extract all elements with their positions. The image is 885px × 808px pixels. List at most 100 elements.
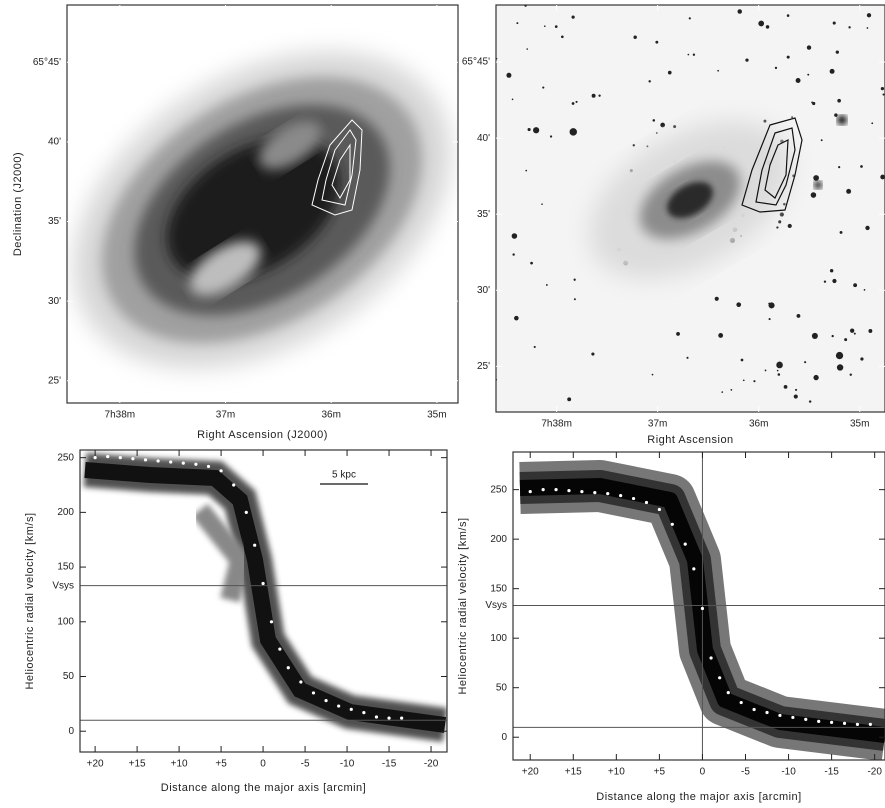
rotation-point bbox=[286, 666, 290, 670]
star bbox=[863, 288, 866, 291]
star bbox=[714, 296, 719, 301]
star bbox=[811, 332, 818, 339]
rotation-point bbox=[670, 522, 674, 526]
star bbox=[838, 166, 841, 169]
x-tick-label: 36m bbox=[321, 410, 340, 421]
star bbox=[810, 192, 817, 198]
star bbox=[832, 278, 837, 284]
star bbox=[549, 135, 553, 138]
x-tick-label: -20 bbox=[424, 759, 439, 770]
x-tick-label: -5 bbox=[301, 759, 310, 770]
star bbox=[793, 394, 798, 399]
star bbox=[575, 100, 578, 103]
star bbox=[834, 113, 838, 117]
rotation-point bbox=[324, 698, 328, 703]
reference-label: Vsys bbox=[485, 600, 507, 611]
rotation-point bbox=[387, 716, 391, 720]
star bbox=[656, 132, 658, 134]
star bbox=[688, 17, 691, 20]
rotation-point bbox=[765, 710, 769, 715]
rotation-point bbox=[580, 490, 584, 494]
star bbox=[807, 73, 810, 76]
star bbox=[844, 338, 848, 342]
rotation-point bbox=[362, 711, 366, 715]
star bbox=[787, 223, 792, 229]
star bbox=[813, 175, 819, 181]
x-tick-label: +10 bbox=[608, 767, 625, 778]
rotation-point bbox=[606, 491, 610, 496]
rotation-point bbox=[726, 691, 730, 695]
star bbox=[632, 144, 635, 147]
rotation-point bbox=[261, 581, 265, 586]
star bbox=[554, 25, 558, 28]
x-tick-label: -20 bbox=[867, 767, 882, 778]
y-tick-label: 50 bbox=[63, 671, 75, 682]
star bbox=[860, 165, 863, 168]
rotation-point bbox=[554, 488, 558, 492]
star bbox=[514, 315, 519, 321]
rotation-point bbox=[143, 458, 148, 462]
x-tick-label: 35m bbox=[427, 410, 446, 421]
star bbox=[687, 53, 690, 56]
scale-bar-label: 5 kpc bbox=[332, 470, 356, 481]
star bbox=[776, 369, 779, 372]
star bbox=[686, 356, 689, 359]
rotation-point bbox=[269, 620, 274, 624]
rotation-point bbox=[830, 720, 834, 724]
star bbox=[786, 55, 790, 59]
star bbox=[796, 314, 801, 318]
star bbox=[591, 93, 596, 98]
rotation-point bbox=[253, 543, 257, 547]
y-tick-label: 200 bbox=[57, 507, 74, 518]
star bbox=[808, 400, 812, 403]
star bbox=[764, 369, 767, 372]
y-axis-label: Heliocentric radial velocity [km/s] bbox=[24, 512, 36, 689]
star bbox=[717, 69, 720, 72]
star bbox=[516, 22, 519, 25]
star bbox=[598, 94, 601, 97]
rotation-point bbox=[631, 496, 636, 501]
y-tick-label: 0 bbox=[68, 726, 74, 737]
rotation-point bbox=[206, 464, 211, 469]
x-tick-label: -15 bbox=[824, 767, 839, 778]
star bbox=[633, 35, 637, 39]
rotation-point bbox=[232, 483, 236, 487]
rotation-point bbox=[855, 722, 860, 726]
x-tick-label: +20 bbox=[87, 759, 104, 770]
x-tick-label: 0 bbox=[700, 767, 706, 778]
x-tick-label: 37m bbox=[648, 419, 667, 430]
rotation-point bbox=[541, 488, 545, 492]
plot-frame bbox=[66, 4, 459, 404]
x-tick-label: -5 bbox=[741, 767, 750, 778]
star bbox=[527, 127, 531, 132]
star bbox=[533, 127, 540, 134]
y-tick-label: 150 bbox=[57, 562, 74, 573]
y-tick-label: 65°45' bbox=[462, 57, 490, 68]
star bbox=[655, 40, 659, 44]
star bbox=[569, 128, 578, 136]
star bbox=[880, 87, 885, 91]
star bbox=[646, 145, 649, 148]
rotation-point bbox=[219, 469, 223, 473]
y-tick-label: 30' bbox=[48, 296, 61, 307]
star bbox=[776, 226, 779, 229]
star bbox=[846, 188, 852, 194]
rotation-point bbox=[169, 460, 173, 464]
x-tick-label: 7h38m bbox=[541, 419, 572, 430]
rotation-point bbox=[619, 493, 623, 498]
star bbox=[673, 125, 677, 129]
star bbox=[718, 333, 724, 338]
star bbox=[511, 233, 518, 239]
star bbox=[533, 345, 536, 349]
plot-frame bbox=[495, 4, 885, 413]
y-tick-label: 65°45' bbox=[33, 57, 61, 68]
star bbox=[742, 379, 745, 382]
star bbox=[835, 351, 844, 360]
x-tick-label: +15 bbox=[129, 759, 146, 770]
plot-frame bbox=[512, 451, 885, 761]
y-tick-label: 25' bbox=[477, 361, 490, 372]
star bbox=[866, 27, 869, 29]
y-tick-label: 100 bbox=[57, 616, 74, 627]
rotation-point bbox=[106, 454, 110, 459]
